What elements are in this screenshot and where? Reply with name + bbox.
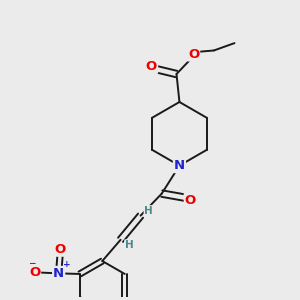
Text: O: O	[55, 243, 66, 256]
Text: O: O	[185, 194, 196, 207]
Text: O: O	[29, 266, 40, 279]
Text: H: H	[125, 240, 134, 250]
Text: N: N	[53, 267, 64, 280]
Text: +: +	[63, 260, 71, 268]
Text: −: −	[28, 259, 35, 268]
Text: H: H	[144, 206, 153, 216]
Text: N: N	[174, 159, 185, 172]
Text: O: O	[188, 47, 199, 61]
Text: O: O	[146, 60, 157, 73]
